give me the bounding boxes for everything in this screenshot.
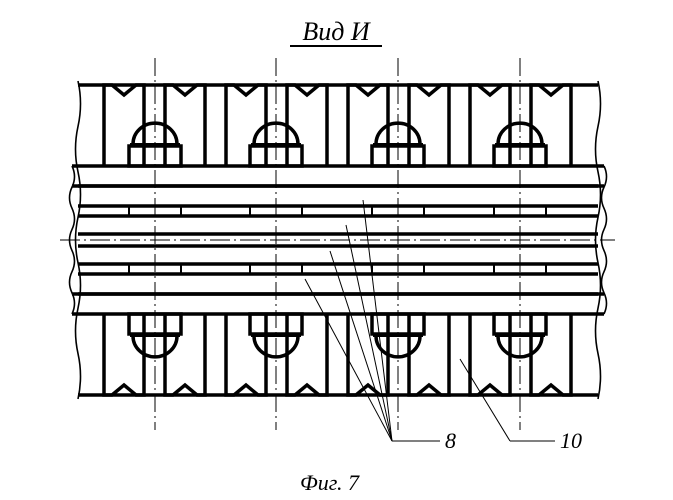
figure-caption: Фиг. 7: [300, 470, 360, 495]
view-title: Вид И: [302, 17, 371, 46]
callout-label-8: 8: [445, 428, 456, 453]
callout-label-10: 10: [560, 428, 582, 453]
mechanical-drawing: [60, 58, 615, 441]
figure-7-engineering-view: Вид И 8 10 Фиг. 7: [0, 0, 673, 500]
